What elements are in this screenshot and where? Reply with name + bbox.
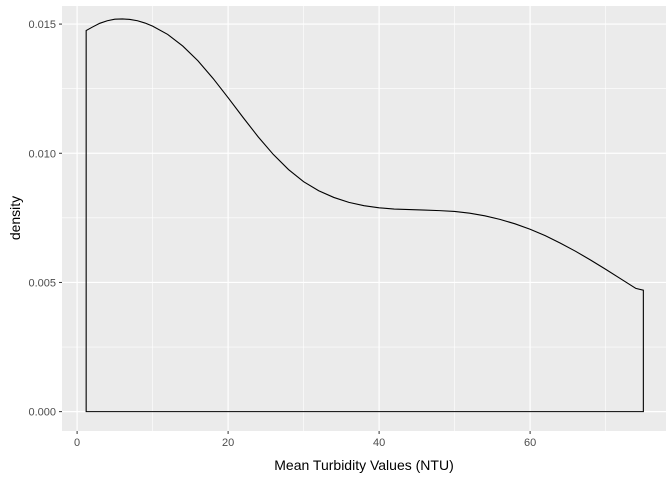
y-axis-ticks: 0.000 0.005 0.010 0.015 bbox=[28, 19, 62, 419]
x-tick-label: 40 bbox=[373, 437, 385, 449]
plot-panel bbox=[62, 6, 666, 431]
y-tick-label: 0.015 bbox=[28, 19, 56, 31]
y-tick-label: 0.000 bbox=[28, 407, 56, 419]
x-axis-title: Mean Turbidity Values (NTU) bbox=[274, 457, 453, 473]
y-tick-label: 0.010 bbox=[28, 148, 56, 160]
x-tick-label: 20 bbox=[222, 437, 234, 449]
y-tick-label: 0.005 bbox=[28, 277, 56, 289]
x-tick-label: 60 bbox=[524, 437, 536, 449]
density-curve bbox=[85, 18, 644, 413]
x-tick-label: 0 bbox=[74, 437, 80, 449]
x-axis-ticks: 0 20 40 60 bbox=[74, 431, 536, 449]
minor-gridlines bbox=[62, 6, 666, 431]
y-axis-title: density bbox=[7, 196, 23, 240]
